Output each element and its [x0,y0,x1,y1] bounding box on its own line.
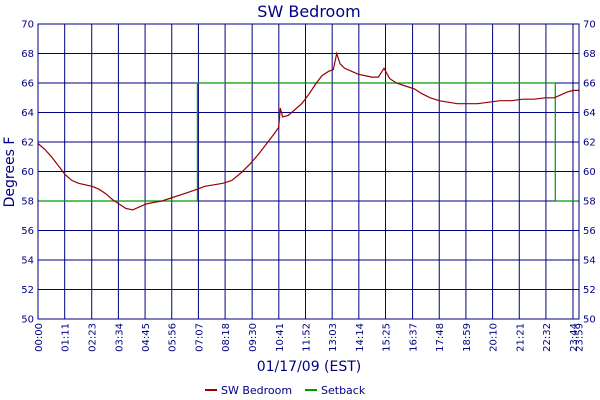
y-tick-label-right: 54 [583,256,596,267]
x-tick-label: 23:44 [569,323,580,352]
x-tick-label: 18:59 [462,323,473,352]
chart-title: SW Bedroom [257,2,360,21]
x-axis-ticks: 00:00 01:11 02:23 03:34 04:45 05:56 07:07 08:18… [34,323,586,352]
x-tick-label: 03:34 [114,323,125,352]
x-tick-label: 14:14 [355,323,366,352]
x-tick-label: 08:18 [221,323,232,352]
x-tick-label: 23:59 [575,323,586,352]
x-tick-label: 20:10 [489,323,500,352]
y-axis-label: Degrees F [2,137,18,208]
y-tick-label: 58 [21,197,34,208]
y-tick-label-right: 64 [583,108,596,119]
y-axis-ticks-left: 50 52 54 56 58 60 62 64 66 68 70 [21,20,34,326]
x-axis-label: 01/17/09 (EST) [257,359,362,375]
y-tick-label-right: 66 [583,79,596,90]
y-tick-label: 70 [21,20,34,31]
legend-label: SW Bedroom [221,384,292,397]
y-tick-label-right: 70 [583,20,596,31]
y-tick-label: 68 [21,49,34,60]
x-tick-label: 04:45 [141,323,152,352]
x-tick-label: 21:21 [515,323,526,352]
y-tick-label-right: 60 [583,167,596,178]
y-tick-label: 64 [21,108,34,119]
x-tick-label: 13:03 [328,323,339,352]
y-tick-label: 66 [21,79,34,90]
x-tick-label: 00:00 [34,323,45,352]
y-tick-label: 62 [21,138,34,149]
x-tick-label: 16:37 [409,323,420,352]
y-tick-label-right: 50 [583,315,596,326]
y-tick-label: 50 [21,315,34,326]
plot-frame [37,23,580,320]
x-tick-label: 09:30 [248,323,259,352]
x-tick-label: 22:32 [542,323,553,352]
x-tick-label: 11:52 [301,323,312,352]
series-line-sw-bedroom [37,51,579,211]
x-tick-label: 02:23 [88,323,99,352]
legend-label: Setback [321,384,366,397]
y-axis-ticks-right: 50 52 54 56 58 60 62 64 66 68 70 [583,20,596,326]
x-tick-label: 07:07 [194,323,205,352]
series-line-setback [38,82,579,202]
legend: SW Bedroom Setback [205,384,366,397]
y-tick-label-right: 52 [583,285,596,296]
x-tick-label: 17:48 [435,323,446,352]
series-lines [37,51,579,211]
x-tick-label: 15:25 [382,323,393,352]
y-tick-label-right: 58 [583,197,596,208]
x-tick-label: 05:56 [168,323,179,352]
x-tick-label: 01:11 [61,323,72,352]
y-tick-label-right: 62 [583,138,596,149]
y-tick-label: 54 [21,256,34,267]
y-tick-label: 60 [21,167,34,178]
x-tick-label: 10:41 [275,323,286,352]
y-tick-label-right: 56 [583,226,596,237]
y-tick-label: 52 [21,285,34,296]
y-tick-label: 56 [21,226,34,237]
y-tick-label-right: 68 [583,49,596,60]
